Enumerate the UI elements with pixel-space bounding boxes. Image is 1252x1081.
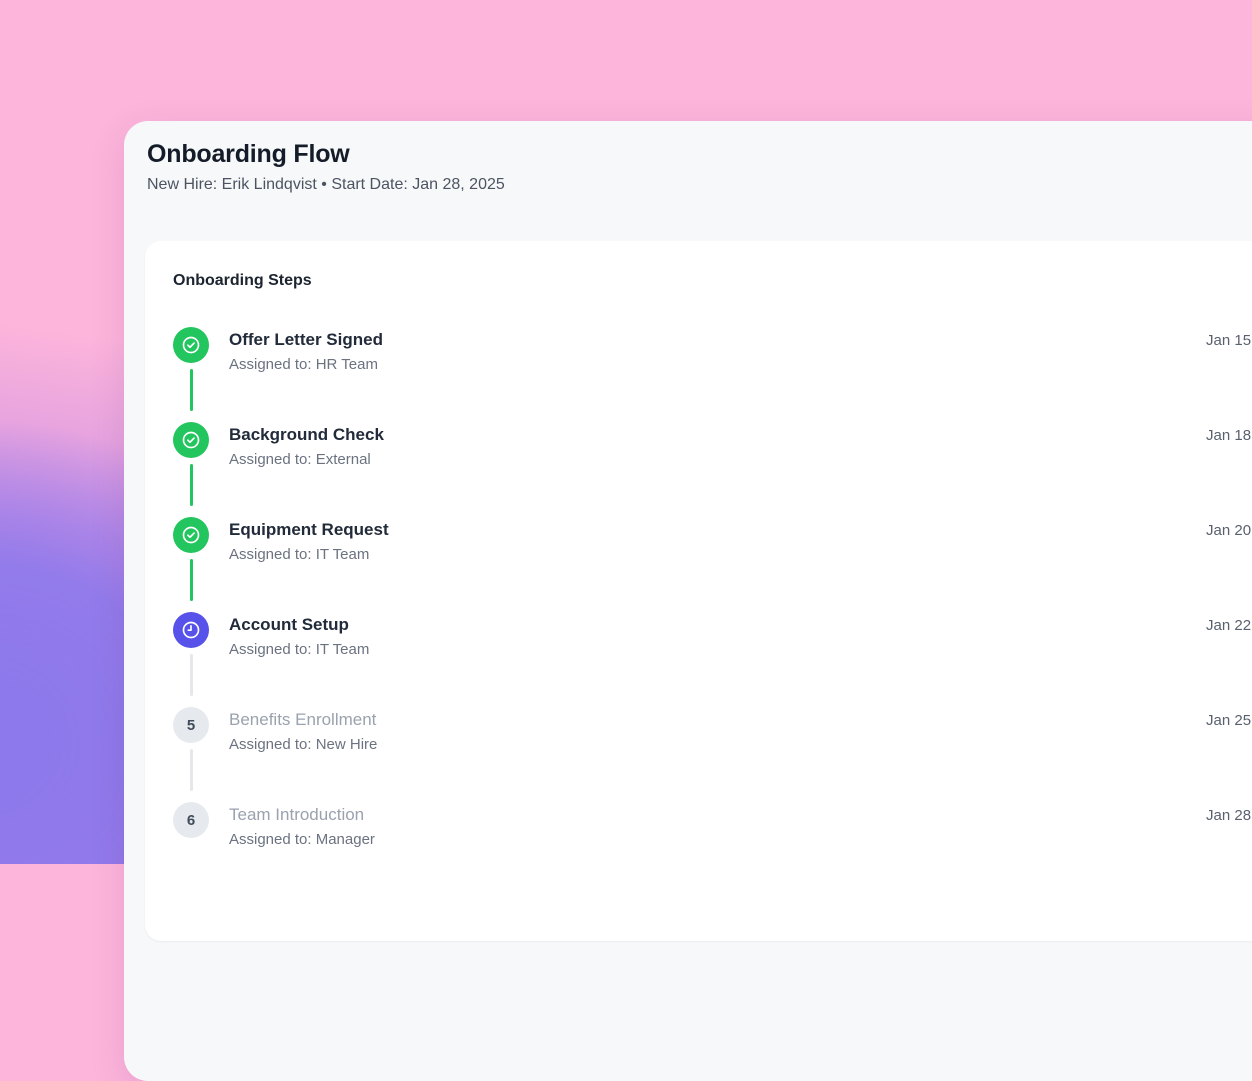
step-title: Background Check — [229, 425, 384, 444]
step-connector-line — [189, 369, 193, 411]
step-icon-column: 5 — [173, 707, 209, 791]
step-icon-column — [173, 422, 209, 506]
step-number: 6 — [186, 811, 196, 829]
onboarding-panel: Onboarding Flow New Hire: Erik Lindqvist… — [124, 121, 1252, 1081]
step-text: Team Introduction Assigned to: Manager — [229, 802, 375, 849]
check-circle-icon — [173, 422, 209, 458]
step-text: Offer Letter Signed Assigned to: HR Team — [229, 327, 383, 374]
step-title: Account Setup — [229, 615, 349, 634]
step-text: Equipment Request Assigned to: IT Team — [229, 517, 389, 564]
step-connector-line — [189, 559, 193, 601]
step-connector-line — [189, 654, 193, 696]
step-icon-column: 6 — [173, 802, 209, 838]
step-row: Offer Letter Signed Assigned to: HR Team J… — [173, 327, 1252, 422]
steps-list: Offer Letter Signed Assigned to: HR Team J… — [173, 327, 1252, 849]
step-icon-column — [173, 517, 209, 601]
step-text: Account Setup Assigned to: IT Team — [229, 612, 369, 659]
step-assignee: Assigned to: External — [229, 451, 371, 468]
step-title: Team Introduction — [229, 805, 365, 824]
step-assignee: Assigned to: IT Team — [229, 641, 370, 658]
step-text: Benefits Enrollment Assigned to: New Hire — [229, 707, 377, 754]
step-text: Background Check Assigned to: External — [229, 422, 384, 469]
steps-card: Onboarding Steps Offer Letter Signed Assi… — [145, 241, 1252, 941]
check-circle-icon — [173, 327, 209, 363]
clock-icon — [173, 612, 209, 648]
step-assignee: Assigned to: New Hire — [229, 736, 378, 753]
step-date: Jan 15 — [1206, 332, 1252, 349]
step-date: Jan 28 — [1206, 807, 1252, 824]
step-row: Account Setup Assigned to: IT Team Jan 22 — [173, 612, 1252, 707]
step-icon-column — [173, 612, 209, 696]
step-title: Benefits Enrollment — [229, 710, 377, 729]
step-icon-column — [173, 327, 209, 411]
check-circle-icon — [173, 517, 209, 553]
step-date: Jan 22 — [1206, 617, 1252, 634]
step-row: Equipment Request Assigned to: IT Team Jan… — [173, 517, 1252, 612]
page-subtitle: New Hire: Erik Lindqvist • Start Date: J… — [147, 176, 505, 193]
step-number: 5 — [186, 716, 196, 734]
card-heading: Onboarding Steps — [173, 272, 312, 289]
step-title: Offer Letter Signed — [229, 330, 383, 349]
step-row: Background Check Assigned to: External Jan… — [173, 422, 1252, 517]
step-date: Jan 20 — [1206, 522, 1252, 539]
page-title: Onboarding Flow — [147, 140, 350, 168]
step-row: 6 Team Introduction Assigned to: Manager Ja… — [173, 802, 1252, 849]
step-connector-line — [189, 749, 193, 791]
step-assignee: Assigned to: HR Team — [229, 356, 378, 373]
step-date: Jan 25 — [1206, 712, 1252, 729]
step-assignee: Assigned to: Manager — [229, 831, 375, 848]
step-row: 5 Benefits Enrollment Assigned to: New Hir… — [173, 707, 1252, 802]
step-number-circle: 6 — [173, 802, 209, 838]
step-connector-line — [189, 464, 193, 506]
step-date: Jan 18 — [1206, 427, 1252, 444]
step-number-circle: 5 — [173, 707, 209, 743]
step-title: Equipment Request — [229, 520, 389, 539]
step-assignee: Assigned to: IT Team — [229, 546, 370, 563]
